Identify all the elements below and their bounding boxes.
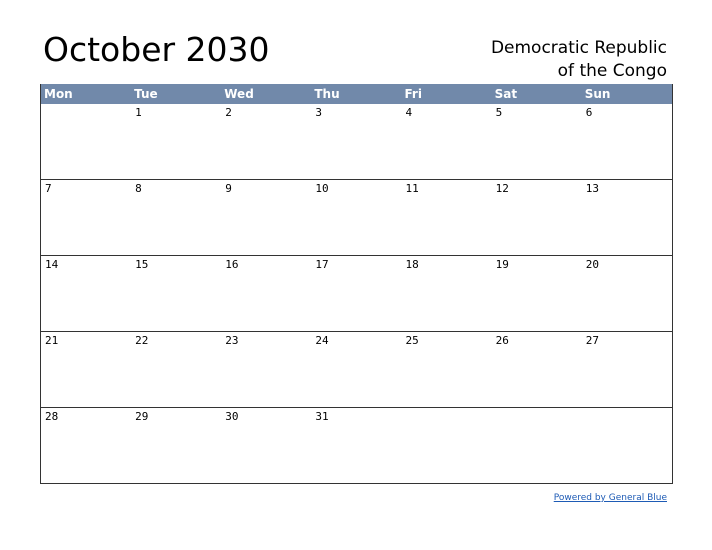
day-number: 1 bbox=[135, 106, 142, 119]
day-number: 8 bbox=[135, 182, 142, 195]
weekday-label: Fri bbox=[404, 87, 422, 101]
day-cell bbox=[582, 408, 672, 483]
day-cell: 3 bbox=[311, 104, 401, 179]
day-number: 2 bbox=[225, 106, 232, 119]
day-cell: 18 bbox=[402, 256, 492, 331]
day-number: 16 bbox=[225, 258, 239, 271]
day-cell: 17 bbox=[311, 256, 401, 331]
day-cell bbox=[41, 104, 131, 179]
weekday-label: Wed bbox=[224, 87, 254, 101]
day-number: 4 bbox=[405, 106, 413, 119]
weeks: 1 2 3 4 5 6 7 8 9 10 11 12 13 14 15 16 17 18 19 20 21 22 23 24 2… bbox=[41, 104, 672, 483]
weekday-label: Mon bbox=[44, 87, 73, 101]
day-cell: 14 bbox=[41, 256, 131, 331]
day-number: 18 bbox=[405, 258, 419, 271]
weekday-label: Tue bbox=[134, 87, 158, 101]
day-number: 24 bbox=[315, 334, 329, 347]
day-cell: 27 bbox=[582, 332, 672, 407]
week-row: 7 8 9 10 11 12 13 bbox=[41, 179, 672, 255]
week-row: 28 29 30 31 bbox=[41, 407, 672, 483]
day-number: 26 bbox=[495, 334, 509, 347]
day-cell: 4 bbox=[402, 104, 492, 179]
day-cell: 16 bbox=[221, 256, 311, 331]
weekday-label: Sat bbox=[494, 87, 518, 101]
day-cell: 7 bbox=[41, 180, 131, 255]
day-cell: 1 bbox=[131, 104, 221, 179]
day-number: 6 bbox=[585, 106, 593, 119]
day-number: 7 bbox=[45, 182, 52, 195]
day-cell: 15 bbox=[131, 256, 221, 331]
day-cell: 2 bbox=[221, 104, 311, 179]
day-cell: 11 bbox=[402, 180, 492, 255]
day-number: 29 bbox=[135, 410, 149, 423]
day-cell: 22 bbox=[131, 332, 221, 407]
week-row: 14 15 16 17 18 19 20 bbox=[41, 255, 672, 331]
day-number: 28 bbox=[45, 410, 59, 423]
day-number: 20 bbox=[585, 258, 599, 271]
day-cell: 31 bbox=[311, 408, 401, 483]
day-cell: 30 bbox=[221, 408, 311, 483]
day-cell: 5 bbox=[492, 104, 582, 179]
day-cell: 8 bbox=[131, 180, 221, 255]
day-cell: 23 bbox=[221, 332, 311, 407]
day-number: 9 bbox=[225, 182, 232, 195]
day-cell: 29 bbox=[131, 408, 221, 483]
day-cell: 10 bbox=[311, 180, 401, 255]
day-number: 30 bbox=[225, 410, 239, 423]
day-cell: 19 bbox=[492, 256, 582, 331]
country-line: of the Congo bbox=[557, 61, 667, 81]
week-row: 1 2 3 4 5 6 bbox=[41, 104, 672, 179]
weekday-label: Sun bbox=[584, 87, 611, 101]
calendar-title: October 2030 bbox=[43, 30, 270, 69]
day-number: 23 bbox=[225, 334, 239, 347]
day-cell: 21 bbox=[41, 332, 131, 407]
day-cell: 9 bbox=[221, 180, 311, 255]
day-number: 31 bbox=[315, 410, 329, 423]
day-number: 19 bbox=[495, 258, 509, 271]
day-number: 10 bbox=[315, 182, 329, 195]
day-cell: 13 bbox=[582, 180, 672, 255]
weekday-header: Mon Tue Wed Thu Fri Sat Sun bbox=[41, 84, 672, 104]
day-cell: 6 bbox=[582, 104, 672, 179]
day-number: 17 bbox=[315, 258, 329, 271]
day-cell: 28 bbox=[41, 408, 131, 483]
week-row: 21 22 23 24 25 26 27 bbox=[41, 331, 672, 407]
country-line: Democratic Republic bbox=[490, 38, 667, 58]
day-cell bbox=[492, 408, 582, 483]
day-number: 22 bbox=[135, 334, 149, 347]
day-cell: 26 bbox=[492, 332, 582, 407]
day-cell: 24 bbox=[311, 332, 401, 407]
day-cell: 20 bbox=[582, 256, 672, 331]
weekday-label: Thu bbox=[314, 87, 340, 101]
day-cell: 25 bbox=[402, 332, 492, 407]
day-number: 21 bbox=[45, 334, 59, 347]
day-number: 13 bbox=[585, 182, 599, 195]
day-number: 14 bbox=[45, 258, 59, 271]
day-cell: 12 bbox=[492, 180, 582, 255]
day-number: 25 bbox=[405, 334, 419, 347]
footer-link[interactable]: Powered by General Blue bbox=[553, 493, 667, 503]
day-number: 11 bbox=[405, 182, 419, 195]
country: Democratic Republic of the Congo bbox=[491, 37, 667, 83]
calendar-grid: Mon Tue Wed Thu Fri Sat Sun 1 2 3 4 5 6 7 8 9 10 11 12 13 14… bbox=[40, 84, 673, 484]
day-number: 27 bbox=[585, 334, 599, 347]
day-number: 5 bbox=[495, 106, 503, 119]
day-number: 3 bbox=[315, 106, 322, 119]
day-cell bbox=[402, 408, 492, 483]
day-number: 15 bbox=[135, 258, 149, 271]
day-number: 12 bbox=[495, 182, 509, 195]
